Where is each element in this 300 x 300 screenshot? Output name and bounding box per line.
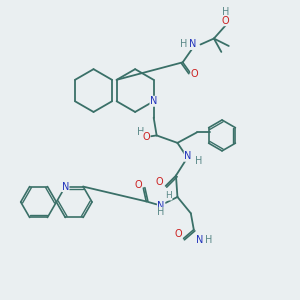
Text: N: N (158, 201, 165, 211)
Text: O: O (156, 176, 164, 187)
Text: O: O (222, 16, 230, 26)
Text: H: H (222, 7, 230, 17)
Text: H: H (136, 128, 144, 137)
Text: N: N (184, 151, 191, 161)
Text: O: O (134, 180, 142, 190)
Text: H: H (205, 235, 212, 245)
Text: O: O (191, 69, 198, 79)
Text: H: H (165, 191, 172, 200)
Text: H: H (181, 40, 188, 50)
Text: H: H (195, 156, 202, 166)
Text: N: N (189, 40, 197, 50)
Text: N: N (150, 96, 158, 106)
Text: N: N (196, 235, 203, 245)
Text: O: O (175, 229, 182, 239)
Text: H: H (158, 207, 165, 218)
Text: O: O (142, 132, 150, 142)
Text: N: N (61, 182, 69, 192)
